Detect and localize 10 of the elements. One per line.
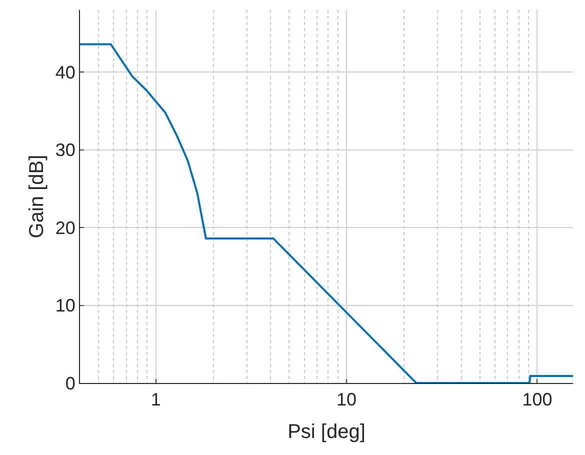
y-tick-label: 40 <box>55 62 76 82</box>
x-tick-label: 10 <box>336 390 357 410</box>
x-tick-label: 100 <box>522 390 552 410</box>
y-tick-label: 0 <box>65 373 76 394</box>
x-axis-title: Psi [deg] <box>288 421 366 444</box>
y-tick-label: 30 <box>55 140 76 160</box>
y-tick-label: 10 <box>55 296 76 316</box>
y-tick-label: 20 <box>55 218 76 238</box>
x-tick-label: 1 <box>150 390 161 410</box>
y-axis-title: Gain [dB] <box>26 154 48 238</box>
